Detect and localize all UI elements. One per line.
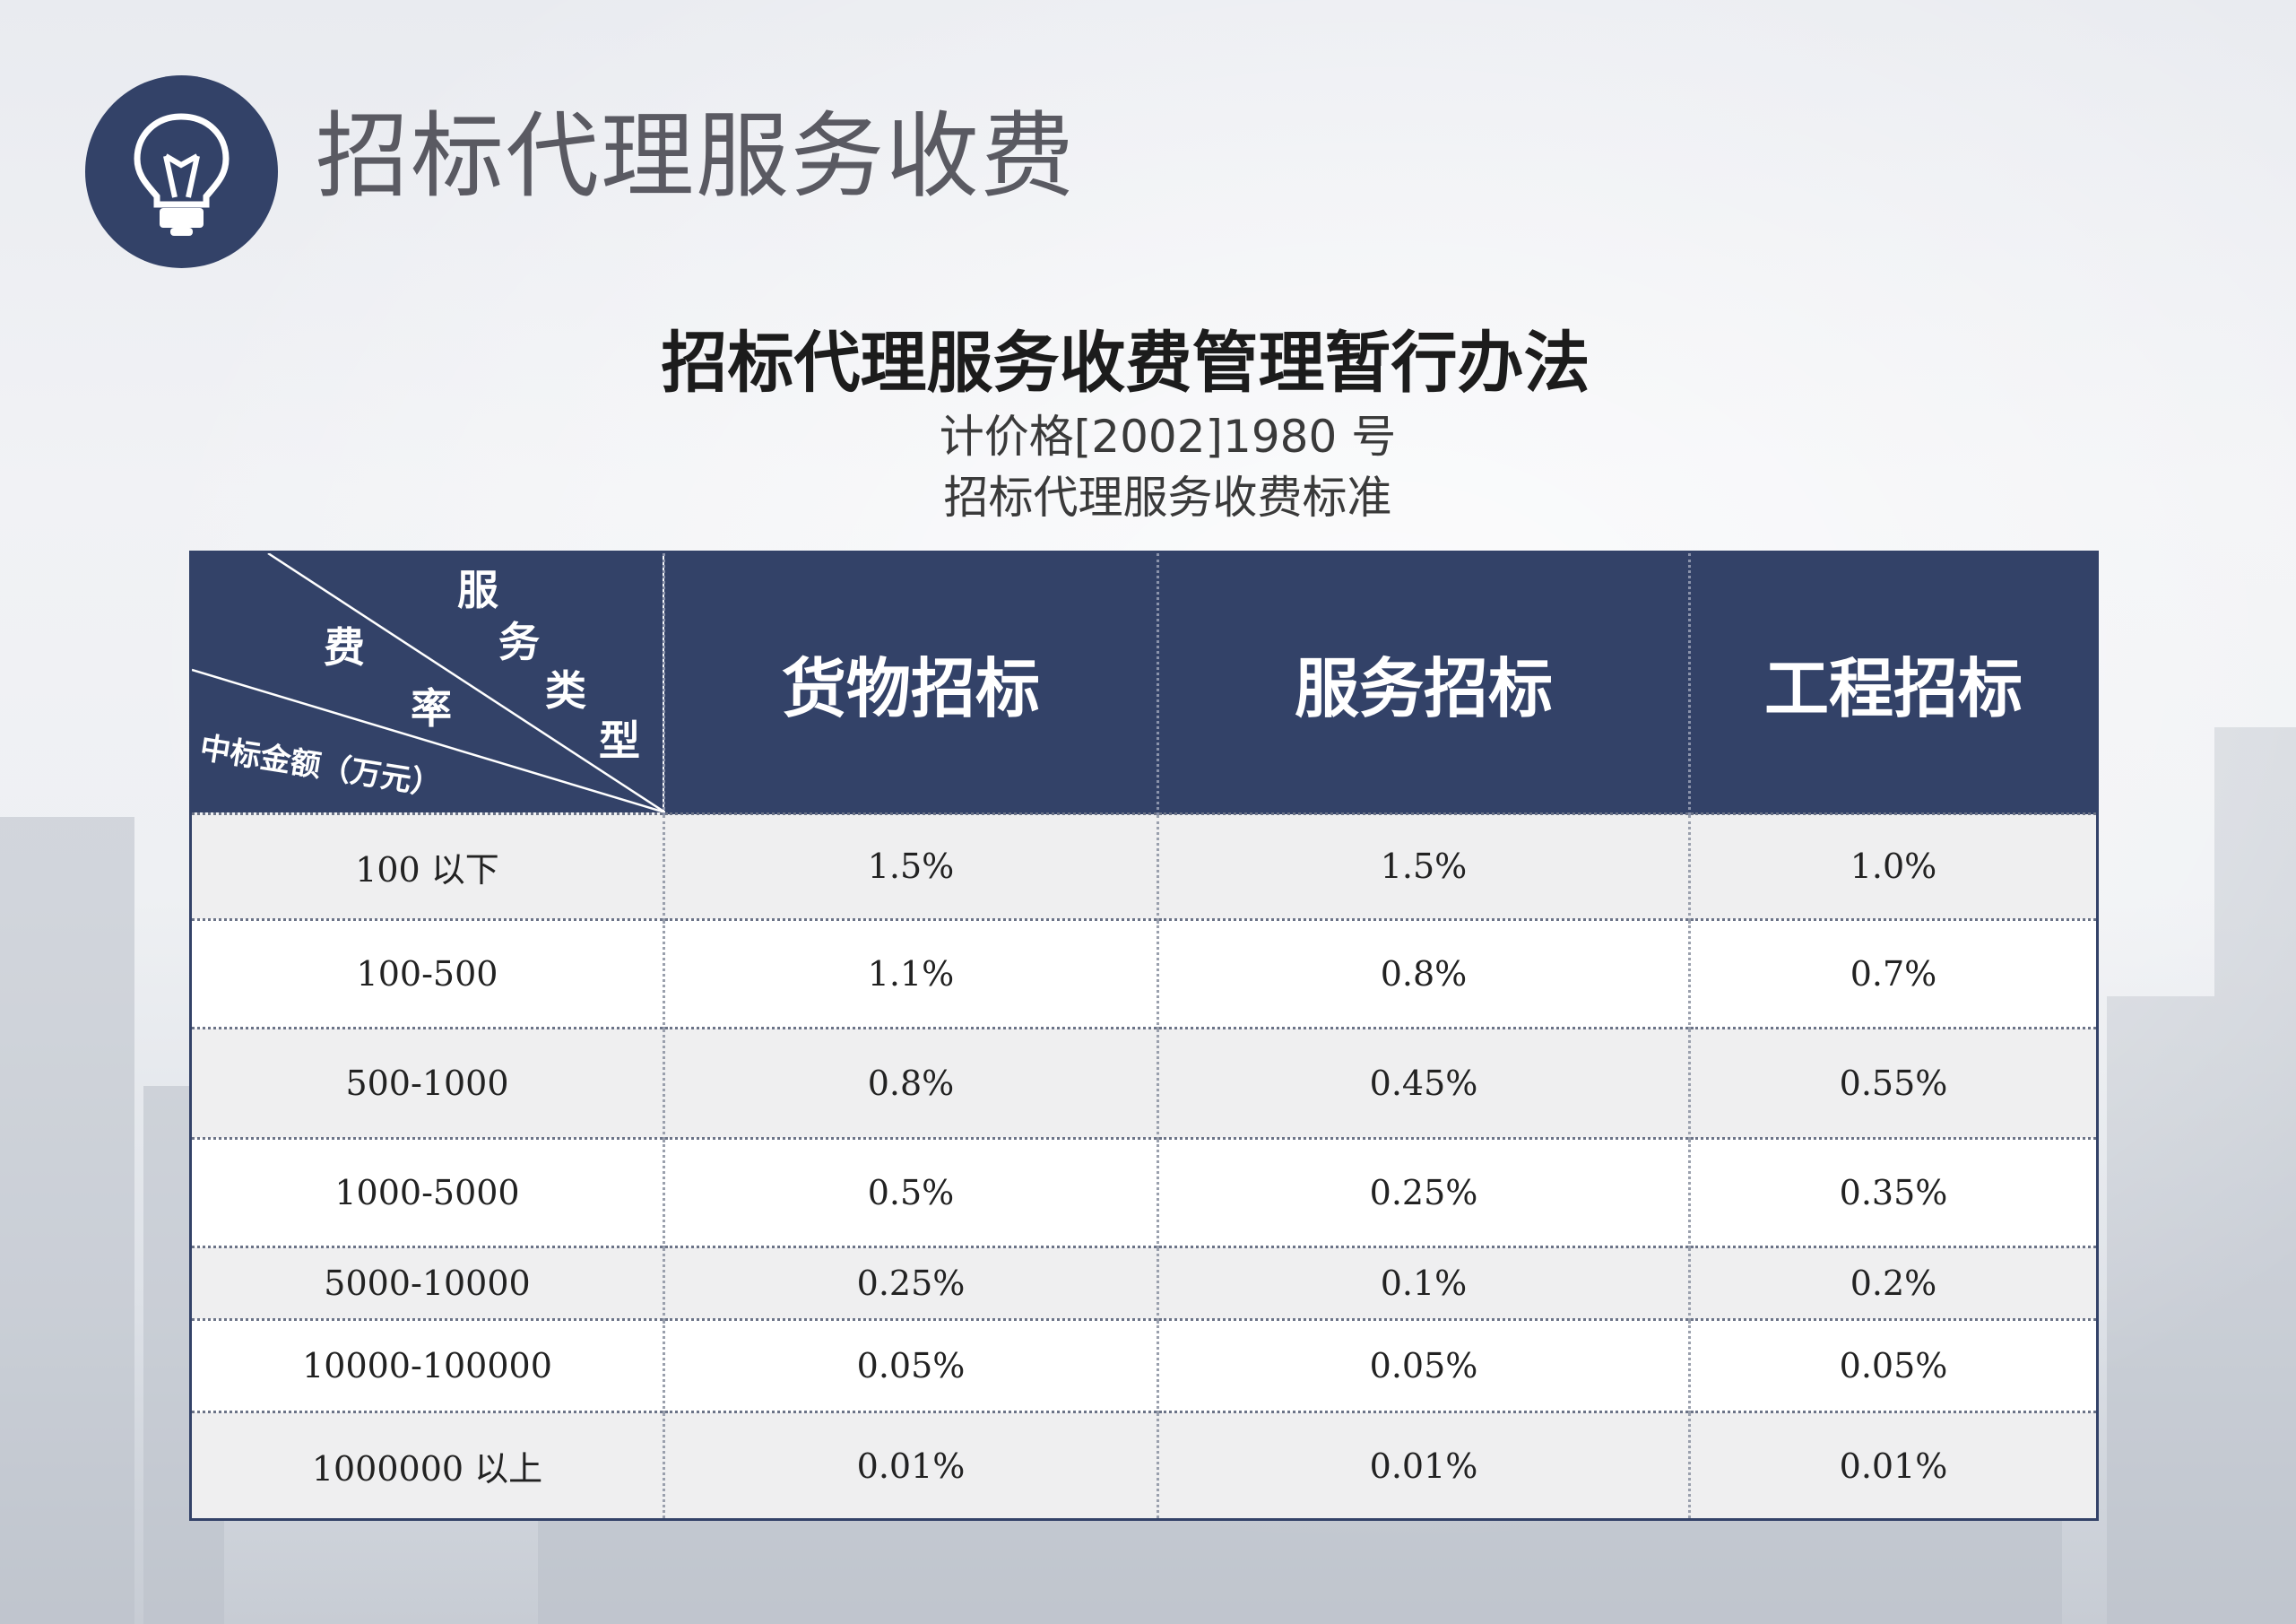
service-rate-cell: 0.01%: [1157, 1411, 1690, 1520]
goods-rate-cell: 1.1%: [663, 917, 1158, 1029]
amount-cell: 1000000 以上: [189, 1411, 664, 1520]
page-title: 招标代理服务收费: [316, 101, 1077, 211]
amount-cell: 10000-100000: [189, 1317, 664, 1412]
amount-cell: 100 以下: [189, 812, 664, 920]
service-rate-cell: 0.1%: [1157, 1246, 1690, 1320]
corner-service-type-char: 服: [457, 566, 498, 614]
engineering-rate-cell: 0.7%: [1688, 917, 2098, 1029]
service-rate-cell: 0.8%: [1157, 917, 1690, 1029]
goods-rate-cell: 0.25%: [663, 1246, 1158, 1320]
goods-rate-cell: 0.5%: [663, 1136, 1158, 1247]
document-subtitle: 招标代理服务收费标准: [943, 472, 1392, 524]
engineering-rate-cell: 0.05%: [1688, 1317, 2098, 1412]
table-row: 1000000 以上 0.01% 0.01% 0.01%: [189, 1411, 2098, 1520]
service-rate-cell: 0.45%: [1157, 1027, 1690, 1139]
document-title: 招标代理服务收费管理暂行办法: [661, 325, 1590, 402]
corner-service-type-char: 类: [545, 666, 586, 715]
service-rate-cell: 0.25%: [1157, 1136, 1690, 1247]
engineering-rate-cell: 0.01%: [1688, 1411, 2098, 1520]
amount-cell: 500-1000: [189, 1027, 664, 1139]
service-rate-cell: 1.5%: [1157, 812, 1690, 920]
table-row: 10000-100000 0.05% 0.05% 0.05%: [189, 1317, 2098, 1412]
goods-rate-cell: 0.05%: [663, 1317, 1158, 1412]
fee-table: 服 务 类 型 费 率 中标金额（万元） 货物招标 服务招标 工程招标 100 …: [189, 551, 2099, 1521]
table-row: 500-1000 0.8% 0.45% 0.55%: [189, 1027, 2098, 1139]
service-rate-cell: 0.05%: [1157, 1317, 1690, 1412]
table-row: 1000-5000 0.5% 0.25% 0.35%: [189, 1136, 2098, 1247]
header-goods-tender: 货物招标: [663, 551, 1158, 814]
header-engineering-tender: 工程招标: [1688, 551, 2098, 814]
engineering-rate-cell: 1.0%: [1688, 812, 2098, 920]
table-row: 100 以下 1.5% 1.5% 1.0%: [189, 812, 2098, 920]
header-service-tender: 服务招标: [1157, 551, 1690, 814]
corner-rate-char: 率: [411, 684, 452, 733]
amount-cell: 1000-5000: [189, 1136, 664, 1247]
lightbulb-icon: [134, 113, 230, 236]
corner-diagonal-lines: [192, 553, 665, 812]
corner-rate-char: 费: [324, 623, 365, 672]
engineering-rate-cell: 0.2%: [1688, 1246, 2098, 1320]
title-badge: [85, 75, 278, 268]
table-row: 100-500 1.1% 0.8% 0.7%: [189, 917, 2098, 1029]
corner-service-type-char: 型: [599, 716, 640, 765]
corner-service-type-char: 务: [498, 618, 540, 666]
amount-cell: 5000-10000: [189, 1246, 664, 1320]
table-row: 5000-10000 0.25% 0.1% 0.2%: [189, 1246, 2098, 1320]
engineering-rate-cell: 0.55%: [1688, 1027, 2098, 1139]
amount-cell: 100-500: [189, 917, 664, 1029]
goods-rate-cell: 0.01%: [663, 1411, 1158, 1520]
table-corner-header: 服 务 类 型 费 率 中标金额（万元）: [190, 551, 665, 814]
goods-rate-cell: 1.5%: [663, 812, 1158, 920]
table-header-row: 服 务 类 型 费 率 中标金额（万元） 货物招标 服务招标 工程招标: [190, 551, 2098, 814]
goods-rate-cell: 0.8%: [663, 1027, 1158, 1139]
document-reference: 计价格[2002]1980 号: [939, 411, 1397, 463]
engineering-rate-cell: 0.35%: [1688, 1136, 2098, 1247]
